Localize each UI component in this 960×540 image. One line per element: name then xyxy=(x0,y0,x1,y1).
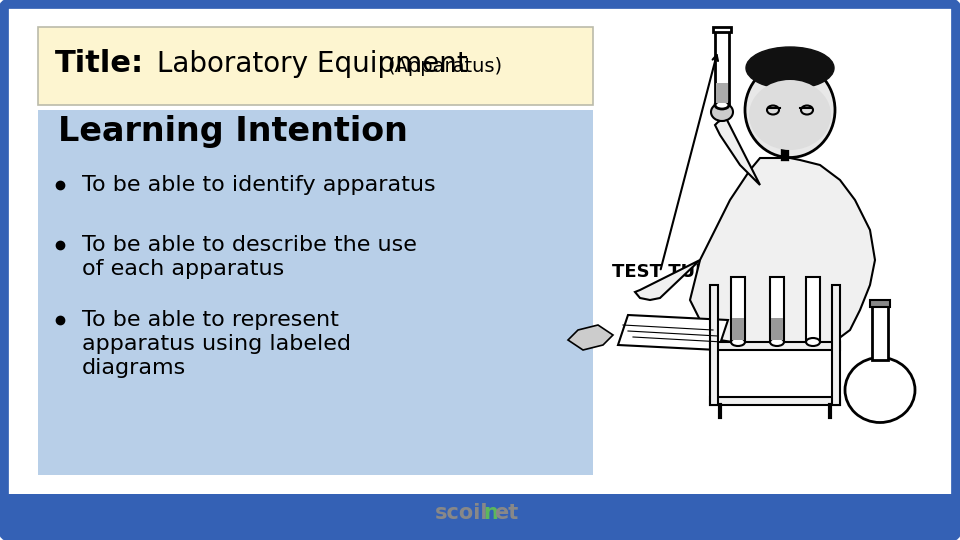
Text: To be able to represent: To be able to represent xyxy=(82,310,339,330)
Text: To be able to identify apparatus: To be able to identify apparatus xyxy=(82,175,436,195)
Ellipse shape xyxy=(715,101,729,109)
Text: apparatus using labeled: apparatus using labeled xyxy=(82,334,351,354)
FancyBboxPatch shape xyxy=(38,110,593,475)
Bar xyxy=(832,285,840,405)
Text: Laboratory Equipment: Laboratory Equipment xyxy=(148,50,476,78)
Text: Title:: Title: xyxy=(55,50,144,78)
Bar xyxy=(8,494,952,532)
Bar xyxy=(731,277,745,342)
Polygon shape xyxy=(568,325,613,350)
Text: To be able to describe the use: To be able to describe the use xyxy=(82,235,417,255)
FancyBboxPatch shape xyxy=(4,4,956,536)
Bar xyxy=(872,305,888,360)
Text: Learning Intention: Learning Intention xyxy=(58,116,408,148)
Ellipse shape xyxy=(731,338,745,346)
Text: (Apparatus): (Apparatus) xyxy=(387,57,502,76)
Ellipse shape xyxy=(806,338,820,346)
Polygon shape xyxy=(715,118,760,185)
Text: diagrams: diagrams xyxy=(82,358,186,378)
Polygon shape xyxy=(690,157,875,348)
Text: TEST TUBE: TEST TUBE xyxy=(612,263,721,281)
Bar xyxy=(710,397,840,405)
Bar xyxy=(771,318,783,340)
Bar xyxy=(710,285,718,405)
Polygon shape xyxy=(635,260,700,300)
Bar xyxy=(732,318,744,340)
Ellipse shape xyxy=(711,103,733,121)
Ellipse shape xyxy=(749,80,831,150)
Polygon shape xyxy=(618,315,728,350)
Ellipse shape xyxy=(745,63,835,158)
Text: et: et xyxy=(494,503,518,523)
Text: scoil: scoil xyxy=(435,503,489,523)
Text: n: n xyxy=(483,503,498,523)
Bar xyxy=(713,27,731,32)
Bar xyxy=(716,83,728,103)
Bar xyxy=(710,342,840,350)
Text: of each apparatus: of each apparatus xyxy=(82,259,284,279)
FancyBboxPatch shape xyxy=(38,27,593,105)
Ellipse shape xyxy=(845,357,915,422)
Ellipse shape xyxy=(770,338,784,346)
Bar xyxy=(770,277,784,342)
Bar xyxy=(806,277,820,342)
Ellipse shape xyxy=(746,47,834,89)
Bar xyxy=(870,300,890,307)
Bar xyxy=(715,30,729,105)
